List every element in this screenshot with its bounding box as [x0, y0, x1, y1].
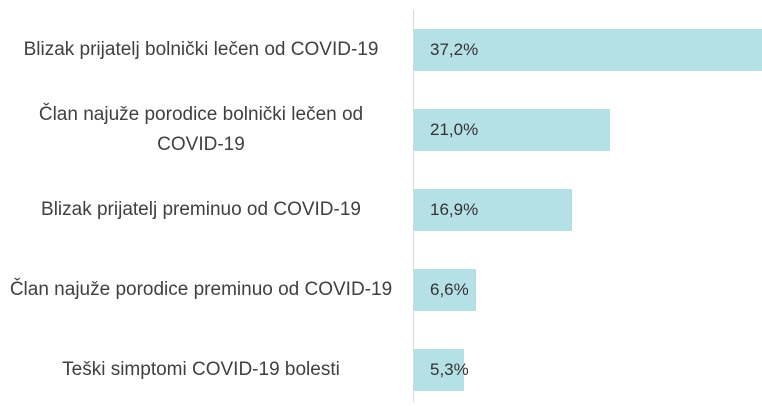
bar [414, 269, 476, 311]
bar [414, 109, 611, 151]
value-label: 16,9% [430, 200, 479, 219]
bar [414, 189, 573, 231]
category-label: Teški simptomi COVID-19 bolesti [62, 359, 340, 380]
category-label: Član najuže porodice preminuo od COVID-1… [9, 279, 393, 300]
value-label: 21,0% [430, 120, 479, 139]
bar [414, 29, 762, 71]
category-label: Blizak prijatelj bolnički lečen od COVID… [23, 39, 379, 60]
category-label: Blizak prijatelj preminuo od COVID-19 [41, 199, 361, 220]
category-label: Član najuže porodice bolnički lečen od C… [38, 104, 364, 155]
axis-line [413, 10, 414, 402]
value-label: 6,6% [430, 280, 469, 299]
bar [414, 349, 464, 391]
value-label: 5,3% [430, 360, 469, 379]
value-label: 37,2% [430, 40, 479, 59]
